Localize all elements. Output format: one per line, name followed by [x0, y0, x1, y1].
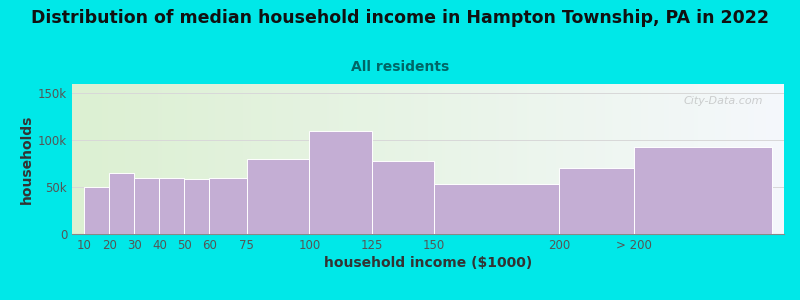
Bar — [310, 131, 372, 234]
Y-axis label: households: households — [20, 114, 34, 204]
Text: City-Data.com: City-Data.com — [683, 96, 762, 106]
Bar — [85, 187, 110, 234]
Bar — [372, 161, 434, 234]
Text: Distribution of median household income in Hampton Township, PA in 2022: Distribution of median household income … — [31, 9, 769, 27]
Bar — [110, 173, 134, 234]
Bar — [434, 184, 559, 234]
Text: All residents: All residents — [351, 60, 449, 74]
Bar — [247, 159, 310, 234]
Bar — [159, 178, 185, 234]
Bar — [134, 178, 159, 234]
X-axis label: household income ($1000): household income ($1000) — [324, 256, 532, 270]
Bar — [185, 179, 210, 234]
Bar — [634, 147, 771, 234]
Bar — [210, 178, 247, 234]
Bar — [559, 168, 634, 234]
